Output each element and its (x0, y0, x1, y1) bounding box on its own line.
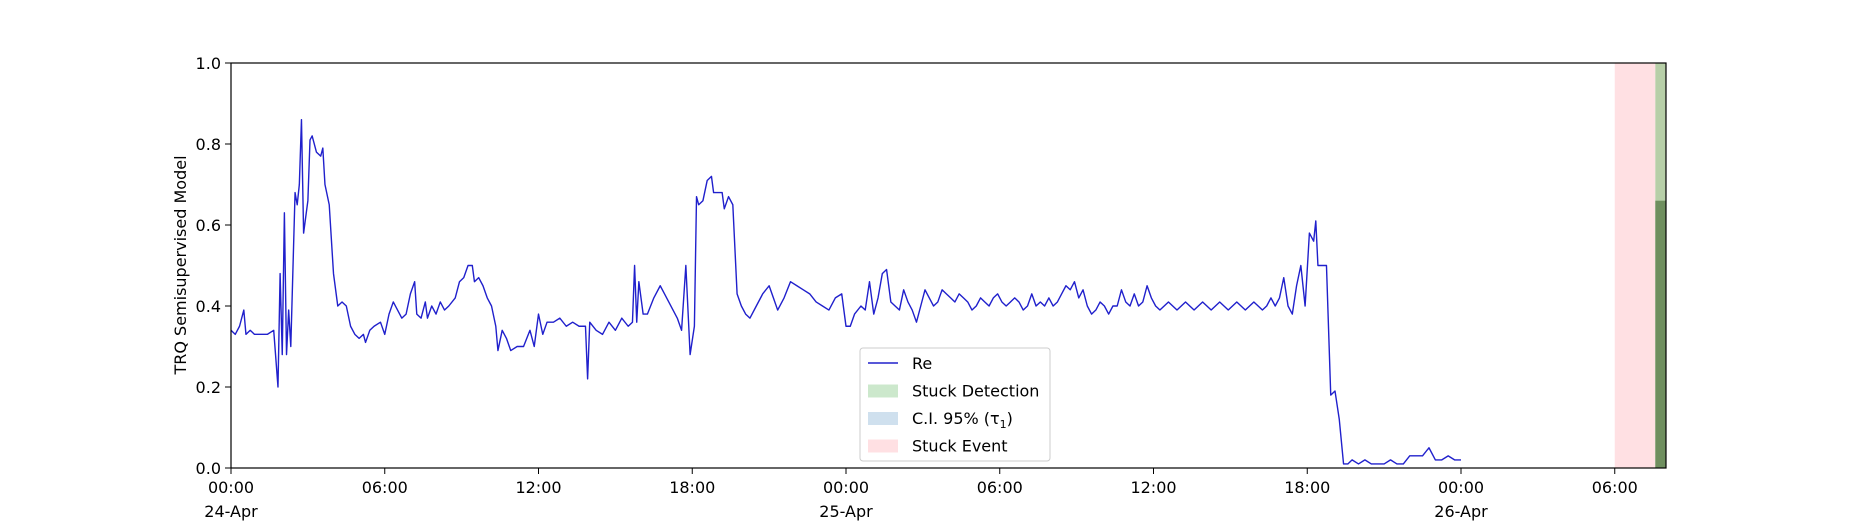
x-tick-label-1: 06:00 (362, 478, 408, 497)
legend-label-3: Stuck Event (912, 437, 1008, 456)
legend-swatch-1 (868, 384, 898, 398)
band-0 (1614, 63, 1656, 468)
x-axis: 00:0024-Apr200006:0012:0018:0000:0025-Ap… (204, 468, 1638, 521)
legend-label-2: C.I. 95% (τ1) (912, 409, 1013, 431)
y-axis: 0.0 0.2 0.4 0.6 0.8 1.0 (196, 54, 231, 478)
x-tick-label-6: 12:00 (1130, 478, 1176, 497)
x-tick-date-8: 26-Apr (1434, 502, 1488, 521)
x-tick-label-2: 12:00 (515, 478, 561, 497)
x-tick-date-4: 25-Apr (819, 502, 873, 521)
y-tick-label-0: 0.0 (196, 459, 221, 478)
y-tick-label-1: 0.2 (196, 378, 221, 397)
legend: Re Stuck Detection C.I. 95% (τ1) Stuck Even… (859, 347, 1051, 462)
legend-swatch-2 (868, 412, 898, 425)
x-tick-label-4: 00:00 (823, 478, 869, 497)
legend-swatch-3 (868, 439, 898, 453)
legend-label-1: Stuck Detection (912, 382, 1039, 401)
series-layer (230, 119, 1461, 465)
x-tick-label-8: 00:00 (1438, 478, 1484, 497)
plot-frame (230, 62, 1667, 469)
y-axis-label: TRQ Semisupervised Model (171, 155, 190, 375)
band-2 (1655, 200, 1666, 468)
y-tick-label-2: 0.4 (196, 297, 221, 316)
series-line-0 (230, 119, 1461, 465)
y-tick-label-3: 0.6 (196, 216, 221, 235)
legend-box (859, 347, 1051, 462)
bands-layer (1614, 63, 1666, 468)
x-tick-date-0: 24-Apr (204, 502, 258, 521)
x-tick-label-0: 00:00 (208, 478, 254, 497)
x-tick-label-3: 18:00 (669, 478, 715, 497)
x-tick-label-7: 18:00 (1284, 478, 1330, 497)
x-tick-label-9: 06:00 (1592, 478, 1638, 497)
y-tick-label-5: 1.0 (196, 54, 221, 73)
x-tick-label-5: 06:00 (977, 478, 1023, 497)
y-tick-label-4: 0.8 (196, 135, 221, 154)
legend-label-0: Re (912, 354, 932, 373)
